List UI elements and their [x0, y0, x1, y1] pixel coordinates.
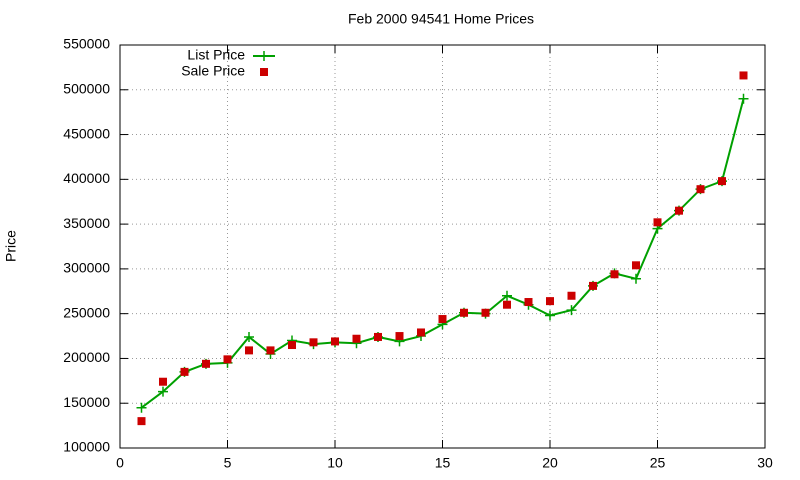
x-tick-label: 10	[327, 455, 343, 471]
x-tick-label: 5	[224, 455, 232, 471]
y-tick-label: 550000	[63, 36, 110, 52]
plus-marker	[158, 386, 168, 397]
square-marker	[460, 308, 468, 317]
square-marker	[395, 332, 404, 341]
y-axis-label: Price	[3, 230, 19, 262]
y-tick-label: 350000	[63, 215, 110, 231]
square-marker	[137, 417, 146, 426]
x-tick-label: 15	[435, 455, 451, 471]
x-tick-label: 20	[542, 455, 558, 471]
y-tick-label: 500000	[63, 80, 110, 96]
square-marker	[718, 177, 726, 186]
y-tick-label: 450000	[63, 125, 110, 141]
legend-label: Sale Price	[181, 63, 245, 79]
square-marker	[589, 281, 597, 290]
y-tick-label: 400000	[63, 170, 110, 186]
chart-title: Feb 2000 94541 Home Prices	[348, 11, 534, 27]
y-tick-label: 300000	[63, 260, 110, 276]
y-tick-label: 100000	[63, 439, 110, 455]
square-marker	[288, 341, 296, 350]
plus-marker	[502, 290, 512, 301]
plus-marker	[738, 93, 749, 104]
square-marker	[481, 308, 490, 317]
square-marker	[159, 377, 167, 386]
square-marker	[632, 261, 640, 270]
y-tick-label: 250000	[63, 304, 110, 320]
square-marker	[567, 291, 576, 300]
plot-border	[119, 44, 766, 449]
square-marker	[202, 359, 210, 368]
square-marker	[739, 71, 748, 80]
square-marker	[438, 315, 447, 324]
square-marker	[610, 270, 619, 279]
plus-marker	[631, 273, 641, 284]
x-tick-label: 0	[116, 455, 124, 471]
square-marker	[546, 297, 554, 306]
square-marker	[653, 218, 662, 227]
square-marker	[260, 68, 268, 76]
square-marker	[309, 338, 318, 347]
square-marker	[503, 300, 511, 309]
square-marker	[696, 185, 705, 194]
plus-marker	[136, 402, 147, 413]
square-marker	[180, 367, 189, 376]
plus-marker	[244, 331, 254, 342]
y-tick-label: 150000	[63, 394, 110, 410]
square-marker	[223, 355, 232, 364]
square-marker	[374, 332, 382, 341]
square-marker	[266, 346, 275, 355]
square-marker	[417, 328, 425, 337]
square-marker	[675, 206, 683, 215]
y-tick-label: 200000	[63, 349, 110, 365]
legend-label: List Price	[187, 47, 245, 63]
square-marker	[352, 334, 361, 343]
plus-marker	[566, 305, 577, 316]
plus-marker	[259, 51, 269, 61]
square-marker	[524, 298, 533, 307]
x-tick-label: 30	[757, 455, 773, 471]
plus-marker	[545, 310, 555, 321]
square-marker	[245, 346, 253, 355]
x-tick-label: 25	[650, 455, 666, 471]
square-marker	[331, 337, 339, 346]
